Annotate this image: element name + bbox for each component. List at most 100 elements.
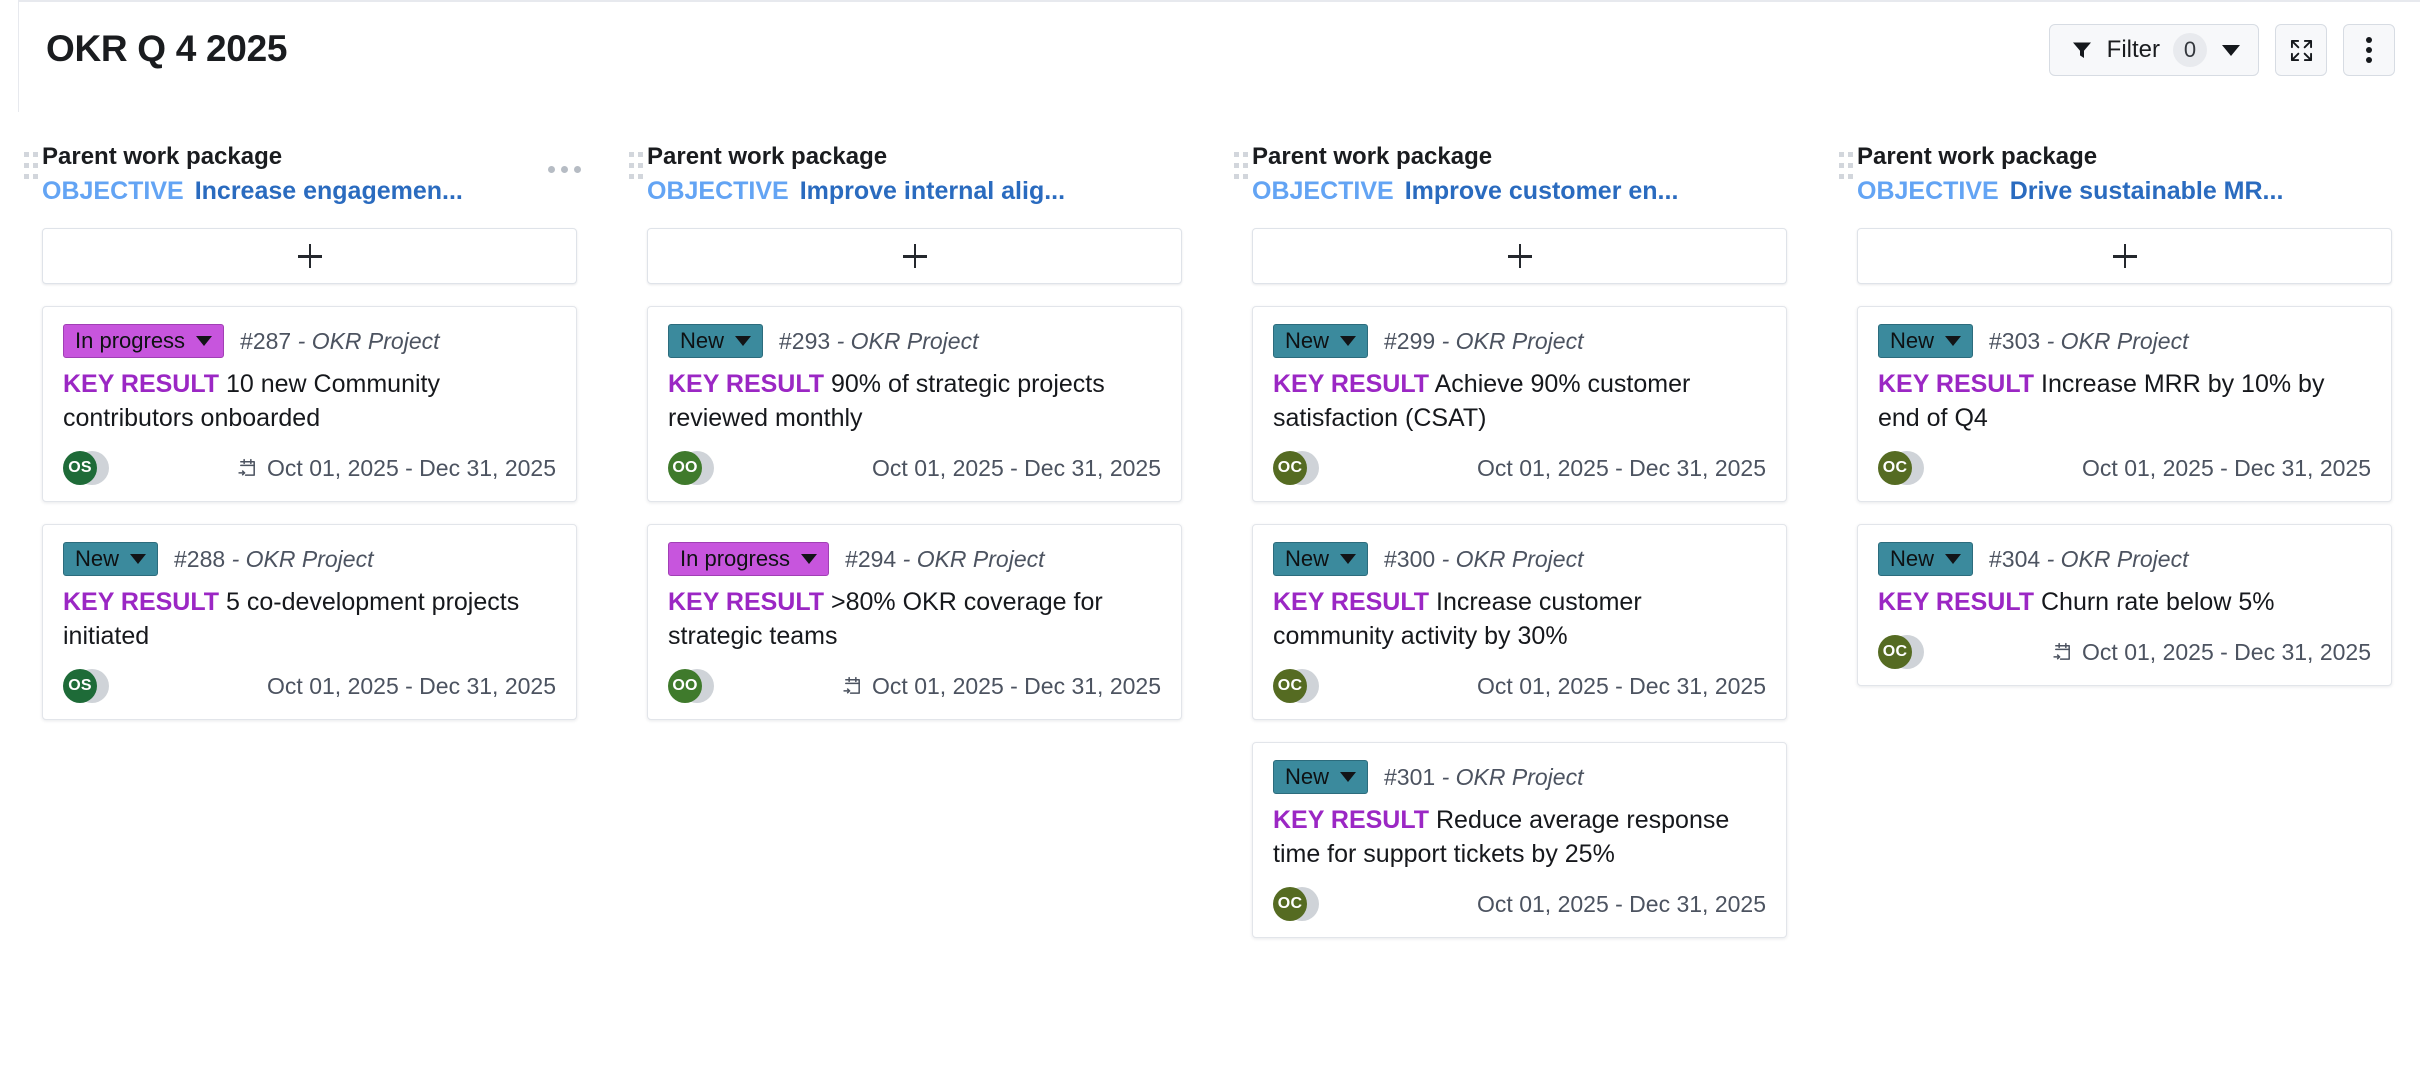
add-card-button[interactable]: + bbox=[1857, 228, 2392, 285]
column-objective-link[interactable]: OBJECTIVE Increase engagemen... bbox=[42, 175, 577, 208]
card-dates[interactable]: Oct 01, 2025 - Dec 31, 2025 bbox=[2052, 639, 2371, 666]
card-subject: KEY RESULT Churn rate below 5% bbox=[1878, 585, 2371, 619]
avatar[interactable]: OC bbox=[1273, 887, 1319, 922]
card-project[interactable]: OKR Project bbox=[2060, 545, 2189, 572]
plus-icon bbox=[2112, 244, 2137, 269]
card-id[interactable]: #287 bbox=[240, 327, 292, 354]
column-drag-handle[interactable] bbox=[24, 152, 38, 188]
filter-button[interactable]: Filter 0 bbox=[2048, 24, 2259, 76]
objective-title: Improve customer en... bbox=[1404, 176, 1679, 205]
avatar[interactable]: OC bbox=[1273, 669, 1319, 704]
chevron-down-icon bbox=[2222, 44, 2240, 56]
card-date-range: Oct 01, 2025 - Dec 31, 2025 bbox=[1477, 454, 1766, 481]
column-header: Parent work package OBJECTIVE Drive sustai… bbox=[1857, 142, 2392, 207]
card-id[interactable]: #303 bbox=[1989, 327, 2041, 354]
card-id[interactable]: #294 bbox=[845, 545, 897, 572]
column-drag-handle[interactable] bbox=[629, 152, 643, 188]
card-header-row: New #300 - OKR Project bbox=[1273, 542, 1766, 577]
card-id[interactable]: #304 bbox=[1989, 545, 2041, 572]
work-package-card[interactable]: New #293 - OKR Project KEY RESULT 90% of s… bbox=[647, 306, 1182, 503]
avatar[interactable]: OS bbox=[63, 669, 109, 704]
card-dates[interactable]: Oct 01, 2025 - Dec 31, 2025 bbox=[267, 673, 556, 700]
card-id[interactable]: #301 bbox=[1384, 763, 1436, 790]
status-dropdown[interactable]: In progress bbox=[668, 542, 830, 577]
page-header: OKR Q 4 2025 Filter 0 bbox=[0, 0, 2420, 112]
work-package-card[interactable]: In progress #287 - OKR Project KEY RESULT … bbox=[42, 306, 577, 503]
column-objective-link[interactable]: OBJECTIVE Improve customer en... bbox=[1252, 175, 1787, 208]
add-card-button[interactable]: + bbox=[1252, 228, 1787, 285]
card-meta: #304 - OKR Project bbox=[1989, 546, 2188, 573]
work-package-card[interactable]: New #299 - OKR Project KEY RESULT Achieve … bbox=[1252, 306, 1787, 503]
card-meta: #294 - OKR Project bbox=[845, 546, 1044, 573]
fullscreen-button[interactable] bbox=[2275, 24, 2327, 76]
work-package-card[interactable]: New #303 - OKR Project KEY RESULT Increase… bbox=[1857, 306, 2392, 503]
status-dropdown[interactable]: New bbox=[668, 324, 764, 359]
avatar[interactable]: OS bbox=[63, 451, 109, 486]
card-dates[interactable]: Oct 01, 2025 - Dec 31, 2025 bbox=[2082, 455, 2371, 482]
card-dates[interactable]: Oct 01, 2025 - Dec 31, 2025 bbox=[237, 455, 556, 482]
card-project[interactable]: OKR Project bbox=[916, 545, 1045, 572]
card-meta: #299 - OKR Project bbox=[1384, 328, 1583, 355]
work-package-card[interactable]: In progress #294 - OKR Project KEY RESULT … bbox=[647, 524, 1182, 721]
card-separator: - bbox=[1441, 763, 1450, 790]
status-dropdown[interactable]: In progress bbox=[63, 324, 225, 359]
work-package-card[interactable]: New #300 - OKR Project KEY RESULT Increase… bbox=[1252, 524, 1787, 721]
avatar[interactable]: OC bbox=[1878, 635, 1924, 670]
avatar[interactable]: OO bbox=[668, 669, 714, 704]
card-dates[interactable]: Oct 01, 2025 - Dec 31, 2025 bbox=[1477, 455, 1766, 482]
status-dropdown[interactable]: New bbox=[1878, 324, 1974, 359]
column-more-menu-icon[interactable] bbox=[548, 166, 581, 173]
card-subject: KEY RESULT 5 co-development projects ini… bbox=[63, 585, 556, 653]
card-subject: KEY RESULT 10 new Community contributors… bbox=[63, 367, 556, 435]
card-footer-row: OC Oct 01, 2025 - Dec 31, 2025 bbox=[1273, 451, 1766, 486]
kanban-board: Parent work package OBJECTIVE Increase eng… bbox=[0, 112, 2420, 939]
header-toolbar: Filter 0 bbox=[2048, 24, 2395, 76]
card-footer-row: OO Oct 01, 2025 - Dec 31, 2025 bbox=[668, 451, 1161, 486]
card-dates[interactable]: Oct 01, 2025 - Dec 31, 2025 bbox=[842, 673, 1161, 700]
card-dates[interactable]: Oct 01, 2025 - Dec 31, 2025 bbox=[872, 455, 1161, 482]
card-project[interactable]: OKR Project bbox=[850, 327, 979, 354]
column-drag-handle[interactable] bbox=[1839, 152, 1853, 188]
card-list: In progress #287 - OKR Project KEY RESULT … bbox=[42, 306, 577, 721]
status-label: New bbox=[680, 328, 725, 354]
card-id[interactable]: #288 bbox=[174, 545, 226, 572]
work-package-card[interactable]: New #288 - OKR Project KEY RESULT 5 co-dev… bbox=[42, 524, 577, 721]
status-dropdown[interactable]: New bbox=[1273, 324, 1369, 359]
add-card-button[interactable]: + bbox=[647, 228, 1182, 285]
column-objective-link[interactable]: OBJECTIVE Improve internal alig... bbox=[647, 175, 1182, 208]
card-meta: #301 - OKR Project bbox=[1384, 764, 1583, 791]
card-meta: #293 - OKR Project bbox=[779, 328, 978, 355]
card-id[interactable]: #293 bbox=[779, 327, 831, 354]
avatar[interactable]: OC bbox=[1878, 451, 1924, 486]
card-project[interactable]: OKR Project bbox=[2060, 327, 2189, 354]
card-id[interactable]: #300 bbox=[1384, 545, 1436, 572]
status-dropdown[interactable]: New bbox=[1878, 542, 1974, 577]
card-project[interactable]: OKR Project bbox=[1455, 327, 1584, 354]
card-dates[interactable]: Oct 01, 2025 - Dec 31, 2025 bbox=[1477, 673, 1766, 700]
status-dropdown[interactable]: New bbox=[1273, 760, 1369, 795]
card-subject: KEY RESULT Reduce average response time … bbox=[1273, 803, 1766, 871]
column-objective-link[interactable]: OBJECTIVE Drive sustainable MR... bbox=[1857, 175, 2392, 208]
add-card-button[interactable]: + bbox=[42, 228, 577, 285]
left-rail-divider bbox=[18, 0, 19, 112]
card-id[interactable]: #299 bbox=[1384, 327, 1436, 354]
status-dropdown[interactable]: New bbox=[1273, 542, 1369, 577]
work-package-card[interactable]: New #304 - OKR Project KEY RESULT Churn ra… bbox=[1857, 524, 2392, 687]
card-project[interactable]: OKR Project bbox=[311, 327, 440, 354]
work-package-card[interactable]: New #301 - OKR Project KEY RESULT Reduce a… bbox=[1252, 742, 1787, 939]
avatar[interactable]: OC bbox=[1273, 451, 1319, 486]
card-list: New #303 - OKR Project KEY RESULT Increase… bbox=[1857, 306, 2392, 687]
card-project[interactable]: OKR Project bbox=[1455, 763, 1584, 790]
status-label: New bbox=[1285, 764, 1330, 790]
column-kicker: Parent work package bbox=[42, 143, 283, 170]
calendar-arrow-icon bbox=[238, 459, 255, 477]
card-project[interactable]: OKR Project bbox=[245, 545, 374, 572]
column-kicker: Parent work package bbox=[647, 143, 888, 170]
card-type-label: KEY RESULT bbox=[1273, 370, 1430, 399]
column-drag-handle[interactable] bbox=[1234, 152, 1248, 188]
avatar[interactable]: OO bbox=[668, 451, 714, 486]
card-project[interactable]: OKR Project bbox=[1455, 545, 1584, 572]
card-dates[interactable]: Oct 01, 2025 - Dec 31, 2025 bbox=[1477, 891, 1766, 918]
more-menu-button[interactable] bbox=[2343, 24, 2395, 76]
status-dropdown[interactable]: New bbox=[63, 542, 159, 577]
